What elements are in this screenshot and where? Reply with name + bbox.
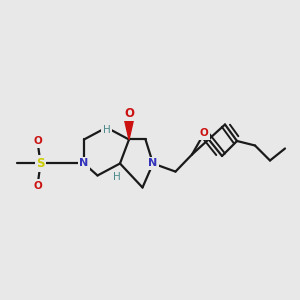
Text: S: S <box>36 157 45 170</box>
Text: O: O <box>200 128 208 139</box>
Text: O: O <box>33 181 42 191</box>
Polygon shape <box>123 113 135 140</box>
Text: O: O <box>124 106 134 120</box>
Text: N: N <box>80 158 88 169</box>
Text: O: O <box>33 136 42 146</box>
Text: H: H <box>103 125 110 136</box>
Text: N: N <box>148 158 158 169</box>
Text: H: H <box>113 172 121 182</box>
